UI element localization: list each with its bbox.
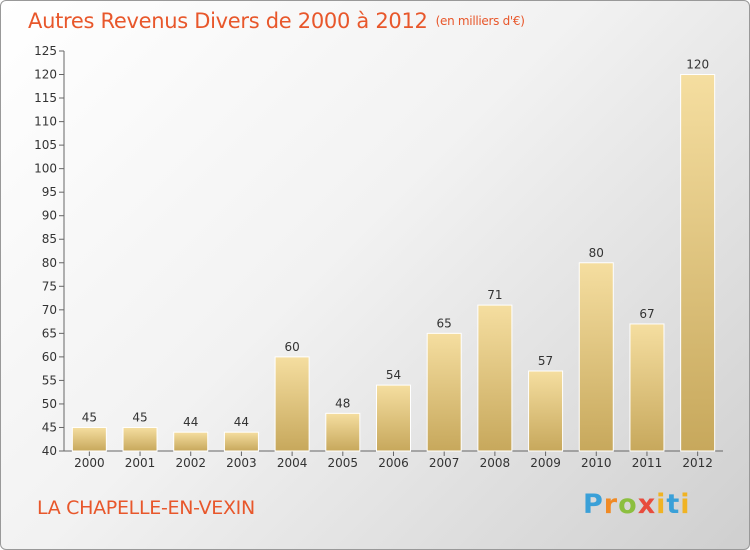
y-tick-label: 120 xyxy=(34,68,57,82)
x-tick-label: 2008 xyxy=(480,456,511,470)
y-tick-label: 75 xyxy=(42,279,57,293)
bar xyxy=(578,262,614,452)
bar-value-label: 71 xyxy=(487,288,502,302)
bar xyxy=(223,431,259,452)
bar xyxy=(71,426,107,452)
chart-unit: (en milliers d'€) xyxy=(435,14,525,28)
bar-value-label: 57 xyxy=(538,354,553,368)
y-tick-label: 95 xyxy=(42,185,57,199)
bar xyxy=(426,332,462,452)
y-tick-label: 115 xyxy=(34,91,57,105)
y-tick-label: 85 xyxy=(42,232,57,246)
y-tick-label: 105 xyxy=(34,138,57,152)
x-tick-label: 2007 xyxy=(429,456,460,470)
bar xyxy=(376,384,411,452)
x-tick-label: 2010 xyxy=(581,456,612,470)
x-tick-label: 2009 xyxy=(530,456,561,470)
bar-value-label: 48 xyxy=(335,396,350,410)
x-tick-label: 2003 xyxy=(226,456,257,470)
x-tick-label: 2006 xyxy=(378,456,409,470)
x-tick-label: 2011 xyxy=(632,456,663,470)
bar xyxy=(629,323,665,452)
bar xyxy=(173,431,209,452)
y-tick-label: 70 xyxy=(42,303,57,317)
chart-bars: 45 45 44 44 60 48 54 65 71 57 80 67 120 xyxy=(71,58,716,452)
proxiti-logo[interactable]: Proxiti xyxy=(583,489,691,520)
y-tick-label: 55 xyxy=(42,373,57,387)
y-tick-label: 65 xyxy=(42,326,57,340)
bar xyxy=(680,74,716,452)
city-name: LA CHAPELLE-EN-VEXIN xyxy=(37,497,255,519)
bar-value-label: 60 xyxy=(284,340,299,354)
y-tick-label: 110 xyxy=(34,115,57,129)
y-tick-label: 45 xyxy=(42,420,57,434)
chart-title: Autres Revenus Divers de 2000 à 2012 (en … xyxy=(28,9,525,33)
bar-value-label: 80 xyxy=(589,246,604,260)
bar xyxy=(477,304,513,452)
chart-title-text: Autres Revenus Divers de 2000 à 2012 xyxy=(28,9,428,33)
y-tick-label: 100 xyxy=(34,162,57,176)
bar xyxy=(122,426,158,452)
x-tick-label: 2012 xyxy=(682,456,713,470)
y-tick-label: 90 xyxy=(42,209,57,223)
bar xyxy=(325,412,361,452)
bar-value-label: 67 xyxy=(639,307,654,321)
bar-value-label: 44 xyxy=(234,415,249,429)
y-tick-label: 50 xyxy=(42,397,57,411)
y-tick-label: 40 xyxy=(42,444,57,458)
bar-value-label: 45 xyxy=(132,410,147,424)
y-tick-label: 80 xyxy=(42,256,57,270)
bar-value-label: 44 xyxy=(183,415,198,429)
bar-value-label: 65 xyxy=(437,316,452,330)
y-tick-label: 60 xyxy=(42,350,57,364)
bar xyxy=(274,356,310,452)
y-tick-label: 125 xyxy=(34,44,57,58)
x-tick-label: 2004 xyxy=(277,456,308,470)
bar-value-label: 45 xyxy=(82,410,97,424)
x-tick-label: 2005 xyxy=(328,456,359,470)
bar-value-label: 54 xyxy=(386,368,401,382)
chart-axes: 40 45 50 55 60 65 70 75 80 85 90 95 100 105 110 115 120 1… xyxy=(34,44,723,470)
x-tick-label: 2002 xyxy=(175,456,206,470)
x-tick-label: 2000 xyxy=(74,456,105,470)
bar xyxy=(528,370,564,452)
bar-value-label: 120 xyxy=(686,58,709,72)
x-tick-label: 2001 xyxy=(125,456,156,470)
